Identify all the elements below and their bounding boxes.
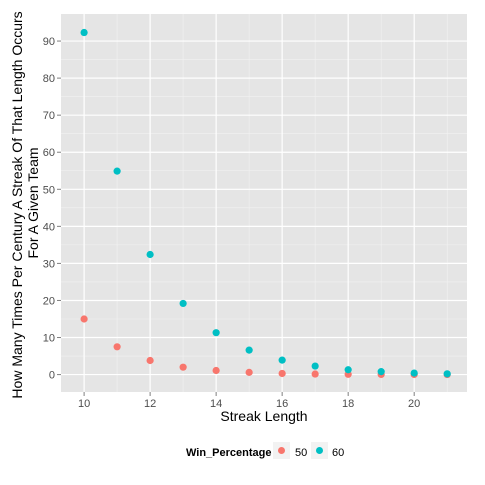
y-axis-title-line-2: For A Given Team — [25, 147, 41, 258]
x-tick-label: 18 — [342, 398, 354, 410]
y-tick-label: 50 — [43, 184, 55, 196]
series-50-point — [146, 356, 154, 365]
series-50-point — [113, 343, 121, 351]
series-60-point — [410, 369, 418, 377]
y-axis-title-line-1: How Many Times Per Century A Streak Of T… — [9, 11, 25, 398]
legend-label-50: 50 — [295, 447, 307, 459]
series-60-point — [344, 366, 352, 374]
series-60-point — [311, 362, 319, 370]
y-tick-label: 10 — [43, 333, 55, 345]
series-50-point — [80, 315, 88, 323]
points-layer — [80, 28, 451, 379]
x-tick-label: 16 — [276, 398, 288, 410]
x-tick-label: 14 — [210, 398, 222, 410]
legend-label-60: 60 — [332, 447, 344, 459]
x-axis-title: Streak Length — [220, 408, 307, 424]
series-50-point — [212, 366, 220, 375]
series-50-point — [311, 370, 319, 378]
series-50-point — [179, 363, 187, 371]
y-axis: 0 10 20 30 40 50 60 70 80 90 — [43, 36, 61, 382]
y-tick-label: 80 — [43, 73, 55, 85]
y-tick-label: 40 — [43, 221, 55, 233]
y-tick-label: 60 — [43, 147, 55, 159]
x-tick-label: 12 — [144, 398, 156, 410]
y-axis-title: How Many Times Per Century A Streak Of T… — [9, 7, 41, 398]
y-tick-label: 90 — [43, 36, 55, 48]
series-60-point — [245, 346, 253, 354]
legend-key-60-dot — [316, 447, 323, 454]
legend: Win_Percentage 50 60 — [186, 442, 344, 459]
series-60-point — [278, 356, 286, 364]
series-60-point — [377, 368, 385, 376]
series-50-point — [245, 368, 253, 376]
series-60-point — [146, 250, 154, 259]
series-60-point — [443, 370, 451, 378]
series-60-point — [80, 28, 88, 37]
y-tick-label: 0 — [49, 370, 55, 382]
series-60-point — [179, 299, 187, 308]
grid-layer — [61, 14, 467, 392]
x-axis: 10 12 14 16 18 20 — [78, 392, 420, 410]
plot-panel — [61, 14, 467, 392]
x-tick-label: 10 — [78, 398, 90, 410]
series-60-point — [212, 329, 220, 337]
series-60-point — [113, 167, 121, 175]
y-tick-label: 70 — [43, 110, 55, 122]
legend-key-50-dot — [278, 447, 285, 454]
legend-title: Win_Percentage — [186, 447, 272, 459]
series-50-point — [278, 369, 286, 378]
y-tick-label: 30 — [43, 258, 55, 270]
x-tick-label: 20 — [408, 398, 420, 410]
y-tick-label: 20 — [43, 295, 55, 307]
